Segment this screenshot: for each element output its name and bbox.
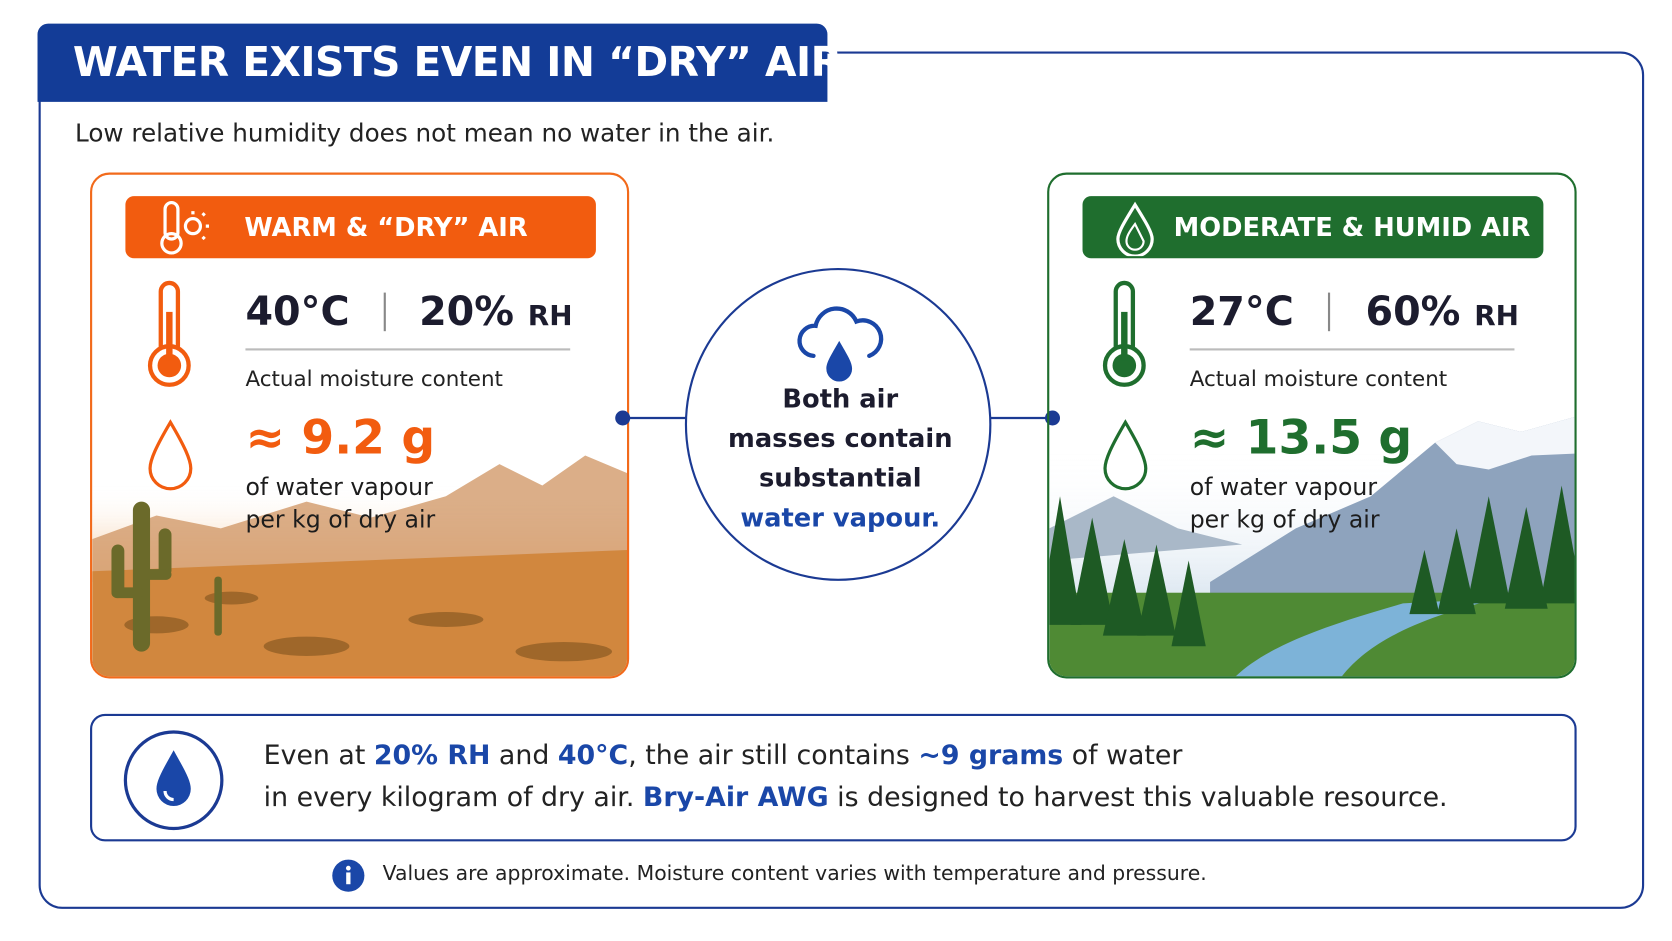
thermometer-icon xyxy=(1102,280,1146,387)
approx: ≈ xyxy=(245,410,285,466)
caption: of water vapour xyxy=(1189,474,1378,502)
summary-text: , the air still contains xyxy=(628,739,919,771)
moisture-amount: ≈ 9.2 g xyxy=(245,410,435,465)
summary-box: Even at 20% RH and 40°C, the air still c… xyxy=(90,713,1577,842)
center-circle: Both air masses contain substantial wate… xyxy=(684,267,992,581)
rule xyxy=(1189,348,1515,351)
summary-text: is designed to harvest this valuable res… xyxy=(828,781,1448,813)
humidity-value: 60% xyxy=(1365,288,1461,335)
desert-scene xyxy=(92,455,628,677)
center-text: masses contain xyxy=(728,423,953,454)
panel-header xyxy=(125,196,596,259)
approx: ≈ xyxy=(1189,410,1230,466)
sun-thermometer-icon xyxy=(160,200,210,255)
footnote: Values are approximate. Moisture content… xyxy=(382,861,1207,886)
caption: of water vapour xyxy=(245,474,433,502)
divider xyxy=(383,292,386,332)
summary-text: Even at xyxy=(263,739,374,771)
summary-highlight: Bry-Air AWG xyxy=(642,781,829,813)
divider xyxy=(1327,292,1331,332)
drops-icon xyxy=(1116,201,1154,257)
temperature: 27°C xyxy=(1189,288,1294,335)
panel: WARM & “DRY” AIR 40°C 20% RH Actual mois… xyxy=(90,172,630,679)
caption: per kg of dry air xyxy=(245,506,436,534)
panel-title: WARM & “DRY” AIR xyxy=(244,212,528,243)
humidity: 20% RH xyxy=(419,288,573,334)
drop-badge xyxy=(123,730,224,831)
info-icon xyxy=(332,859,365,892)
center-highlight: water vapour. xyxy=(740,502,941,533)
drop-icon xyxy=(148,419,193,491)
caption: per kg of dry air xyxy=(1189,506,1380,534)
humidity-unit: RH xyxy=(527,300,573,333)
rule xyxy=(245,348,571,351)
title-bar xyxy=(37,23,828,102)
humidity: 60% RH xyxy=(1365,288,1519,334)
moisture-amount: ≈ 13.5 g xyxy=(1190,410,1412,465)
panel-header xyxy=(1082,196,1544,259)
subtitle: Low relative humidity does not mean no w… xyxy=(75,120,775,148)
center-text: substantial xyxy=(758,463,922,494)
amount: 13.5 g xyxy=(1245,410,1413,466)
moisture-label: Actual moisture content xyxy=(1189,365,1448,392)
humidity-value: 20% xyxy=(419,288,514,335)
drop-icon xyxy=(1103,419,1148,491)
summary-text: and xyxy=(490,739,558,771)
summary-highlight: ~9 grams xyxy=(918,739,1064,771)
panel: MODERATE & HUMID AIR 27°C 60% RH Actual … xyxy=(1047,172,1577,679)
humidity-unit: RH xyxy=(1474,300,1519,333)
thermometer-icon xyxy=(147,280,191,387)
panel-title: MODERATE & HUMID AIR xyxy=(1173,212,1531,243)
summary-line: Even at 20% RH and 40°C, the air still c… xyxy=(264,740,1183,771)
center-text: Both air xyxy=(782,383,899,414)
moisture-label: Actual moisture content xyxy=(245,365,503,392)
temperature: 40°C xyxy=(245,288,350,335)
summary-highlight: 40°C xyxy=(557,739,629,771)
title: WATER EXISTS EVEN IN “DRY” AIR xyxy=(72,38,842,86)
amount: 9.2 g xyxy=(301,410,436,466)
summary-text: in every kilogram of dry air. xyxy=(263,781,643,813)
summary-highlight: 20% RH xyxy=(373,739,491,771)
frame xyxy=(38,51,1645,909)
cloud-icon xyxy=(797,306,884,382)
summary-line: in every kilogram of dry air. Bry-Air AW… xyxy=(264,781,1448,812)
summary-text: of water xyxy=(1063,739,1183,771)
